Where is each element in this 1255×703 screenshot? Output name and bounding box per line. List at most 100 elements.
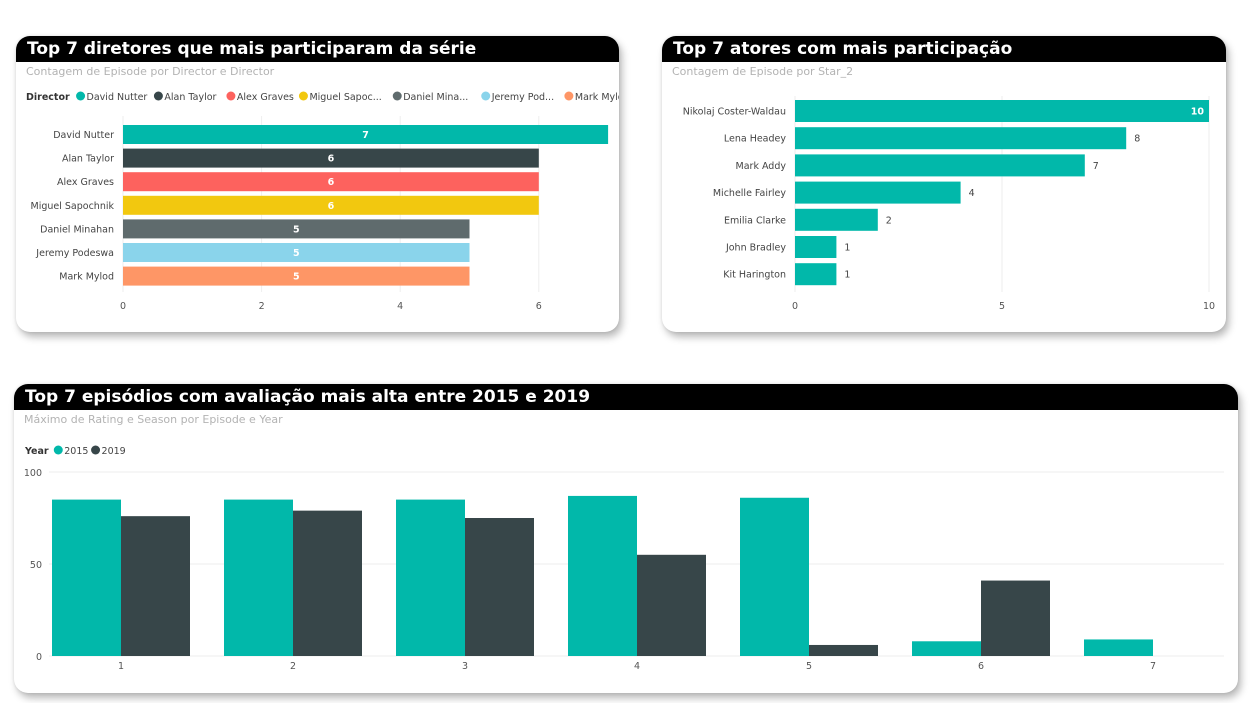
legend-marker xyxy=(153,91,163,101)
bar xyxy=(123,243,470,262)
data-label: 8 xyxy=(1134,134,1140,145)
legend-entry: Jeremy Pod... xyxy=(491,92,554,103)
y-tick-label: 0 xyxy=(36,652,42,663)
legend-entry: Mark Mylod xyxy=(575,92,619,103)
legend-title: Year xyxy=(24,446,49,457)
category-label: Daniel Minahan xyxy=(40,224,114,235)
category-label: Mark Addy xyxy=(736,161,787,172)
directors-panel-subtitle: Contagem de Episode por Director e Direc… xyxy=(26,65,275,78)
legend-entry: David Nutter xyxy=(87,92,148,103)
bar xyxy=(123,195,539,215)
legend-marker xyxy=(226,91,236,101)
bar-2015 xyxy=(396,499,465,656)
data-label: 1 xyxy=(844,243,850,254)
y-tick-label: 100 xyxy=(24,468,42,479)
bar-2015 xyxy=(1084,639,1153,656)
bar xyxy=(123,172,539,192)
bar-2019 xyxy=(809,644,878,656)
x-tick-label: 4 xyxy=(634,661,640,672)
actors-panel: Top 7 atores com mais participação Conta… xyxy=(662,36,1226,332)
data-label: 6 xyxy=(328,154,335,165)
bar-2019 xyxy=(637,554,706,656)
bar xyxy=(123,125,609,144)
episodes-column-chart: Year 2015 2019 0 50 100 1 2 3 4 5 6 7 xyxy=(24,445,1224,672)
data-label: 4 xyxy=(969,188,975,199)
legend-entry: 2019 xyxy=(102,446,126,457)
episodes-panel-title: Top 7 episódios com avaliação mais alta … xyxy=(14,384,1238,410)
category-label: David Nutter xyxy=(53,130,114,141)
category-label: Lena Headey xyxy=(724,134,787,145)
data-label: 10 xyxy=(1191,107,1205,118)
y-tick-label: 50 xyxy=(30,560,42,571)
actors-panel-subtitle: Contagem de Episode por Star_2 xyxy=(672,65,854,78)
legend-marker xyxy=(53,445,63,455)
x-tick-label: 2 xyxy=(290,661,296,672)
bar xyxy=(795,100,1209,122)
legend-marker xyxy=(481,91,491,101)
data-label: 5 xyxy=(293,248,300,259)
data-label: 7 xyxy=(1093,161,1099,172)
directors-bar-chart: Director David Nutter Alan Taylor Alex Grav… xyxy=(26,91,619,312)
x-tick-label: 2 xyxy=(259,301,265,312)
category-label: Alan Taylor xyxy=(62,154,114,165)
legend-entry: Alex Graves xyxy=(237,92,294,103)
bar-2019 xyxy=(981,580,1050,656)
legend-entry: Alan Taylor xyxy=(164,92,216,103)
legend-entry: Miguel Sapoc... xyxy=(309,92,381,103)
bar xyxy=(795,154,1085,177)
x-tick-label: 3 xyxy=(462,661,468,672)
legend-marker xyxy=(564,91,574,101)
data-label: 7 xyxy=(362,130,369,141)
bar-2015 xyxy=(52,499,121,656)
category-label: Alex Graves xyxy=(57,177,114,188)
bar xyxy=(795,181,961,204)
category-label: Mark Mylod xyxy=(59,272,114,283)
data-label: 5 xyxy=(293,272,300,283)
data-label: 5 xyxy=(293,224,300,235)
legend-entry: 2015 xyxy=(64,446,88,457)
bar-2015 xyxy=(224,499,293,656)
bar-2019 xyxy=(465,518,534,656)
x-tick-label: 10 xyxy=(1203,301,1215,312)
episodes-panel: Top 7 episódios com avaliação mais alta … xyxy=(14,384,1238,693)
data-label: 6 xyxy=(328,177,335,188)
bar-2015 xyxy=(912,641,981,656)
x-tick-label: 5 xyxy=(999,301,1005,312)
bar-2019 xyxy=(293,510,362,656)
directors-panel-title: Top 7 diretores que mais participaram da… xyxy=(16,36,619,62)
data-label: 1 xyxy=(844,270,850,281)
bar xyxy=(123,148,539,168)
legend-title: Director xyxy=(26,92,70,103)
data-label: 6 xyxy=(328,201,335,212)
x-tick-label: 6 xyxy=(536,301,542,312)
category-label: John Bradley xyxy=(725,243,786,254)
category-label: Michelle Fairley xyxy=(713,188,787,199)
bar-2015 xyxy=(568,495,637,656)
actors-panel-title: Top 7 atores com mais participação xyxy=(662,36,1226,62)
bar xyxy=(795,127,1127,150)
directors-panel: Top 7 diretores que mais participaram da… xyxy=(16,36,619,332)
episodes-panel-subtitle: Máximo de Rating e Season por Episode e … xyxy=(24,413,283,426)
category-label: Nikolaj Coster-Waldau xyxy=(683,107,786,118)
actors-bar-chart: 0 5 10 Nikolaj Coster-Waldau 10 Lena Headey 8 M… xyxy=(683,96,1215,312)
x-tick-label: 6 xyxy=(978,661,984,672)
legend-marker xyxy=(76,91,86,101)
category-label: Jeremy Podeswa xyxy=(35,248,114,259)
category-label: Miguel Sapochnik xyxy=(31,201,115,212)
x-tick-label: 1 xyxy=(118,661,124,672)
x-tick-label: 0 xyxy=(120,301,126,312)
legend-marker xyxy=(392,91,402,101)
x-tick-label: 0 xyxy=(792,301,798,312)
legend-marker xyxy=(91,445,101,455)
legend-entry: Daniel Mina... xyxy=(403,92,468,103)
bar xyxy=(123,266,470,286)
x-tick-label: 7 xyxy=(1150,661,1156,672)
bar xyxy=(795,236,837,258)
bar xyxy=(123,219,470,239)
bar xyxy=(795,263,837,286)
category-label: Emilia Clarke xyxy=(724,215,786,226)
category-label: Kit Harington xyxy=(723,270,786,281)
bar xyxy=(795,208,878,231)
x-tick-label: 5 xyxy=(806,661,812,672)
legend-marker xyxy=(298,91,308,101)
